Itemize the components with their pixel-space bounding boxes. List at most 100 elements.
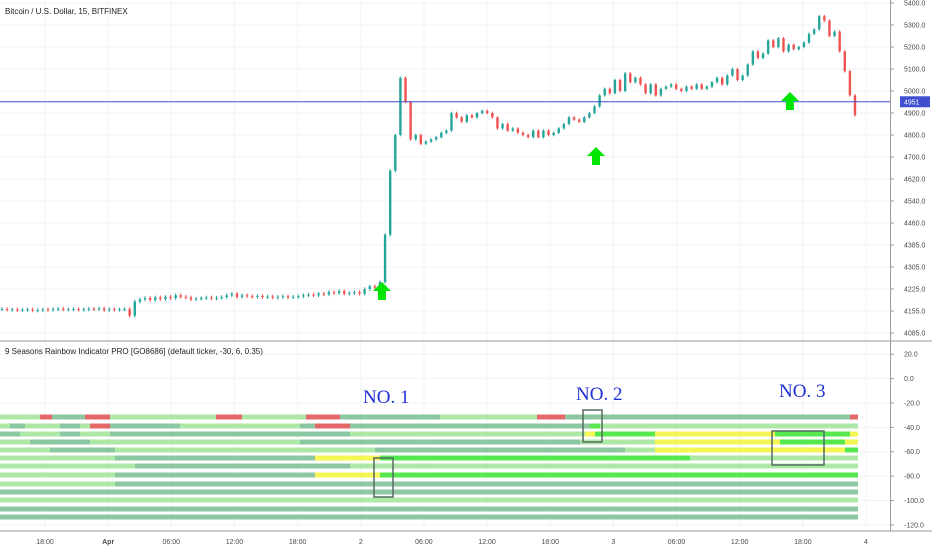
candle-body <box>230 293 234 296</box>
price-series <box>0 14 857 318</box>
candle-body <box>358 292 361 294</box>
candle-body <box>271 296 274 298</box>
candle-body <box>669 84 673 87</box>
candle-body <box>337 291 341 294</box>
price-tick-label: 4800.0 <box>904 133 926 140</box>
indicator-tick-label: 0.0 <box>904 376 914 383</box>
candle-body <box>399 77 402 135</box>
annotation-no1: NO. 1 <box>363 387 409 408</box>
up-arrow-icon <box>587 147 605 165</box>
candle-body <box>16 309 19 311</box>
candle-body <box>577 119 581 122</box>
candle-body <box>521 132 525 135</box>
rainbow-band-segment <box>52 414 85 420</box>
rainbow-band-segment <box>315 423 350 429</box>
candle-body <box>475 113 479 118</box>
price-pane-title: Bitcoin / U.S. Dollar, 15, BITFINEX <box>5 7 128 16</box>
candle-body <box>276 296 280 298</box>
candle-body <box>807 33 811 43</box>
indicator-tick-label: 20.0 <box>904 352 918 359</box>
candle-body <box>179 295 182 297</box>
rainbow-band-segment <box>0 481 115 487</box>
candle-body <box>843 51 846 72</box>
time-tick-label: 18:00 <box>289 539 307 546</box>
candle-body <box>445 130 448 133</box>
candle-body <box>654 84 657 96</box>
candle-body <box>440 132 443 138</box>
time-tick-label: Apr <box>102 539 114 546</box>
candle-body <box>511 128 514 131</box>
candle-body <box>460 117 463 122</box>
candle-body <box>409 102 412 140</box>
candle-body <box>36 310 39 312</box>
candle-body <box>343 291 346 294</box>
rainbow-band-segment <box>10 423 25 429</box>
price-tick-label: 5400.0 <box>904 1 926 8</box>
candle-body <box>659 88 663 96</box>
candle-body <box>746 64 749 76</box>
price-tick-label: 4385.0 <box>904 243 926 250</box>
rainbow-band-segment <box>590 423 600 429</box>
candle-body <box>312 294 315 296</box>
rainbow-band-segment <box>340 414 440 420</box>
rainbow-band-segment <box>0 447 50 453</box>
rainbow-band-segment <box>380 472 858 478</box>
rainbow-band-segment <box>0 414 40 420</box>
time-tick-label: 2 <box>359 539 363 546</box>
candle-body <box>200 298 203 300</box>
rainbow-band-segment <box>90 423 110 429</box>
candle-body <box>194 298 198 300</box>
annotation-no2: NO. 2 <box>576 384 622 405</box>
candle-body <box>11 309 14 311</box>
rainbow-band-segment <box>242 414 306 420</box>
candle-body <box>251 296 254 298</box>
rainbow-band-segment <box>90 439 300 445</box>
candle-body <box>552 132 555 135</box>
candle-body <box>649 84 652 94</box>
candle-body <box>383 234 387 283</box>
candle-body <box>102 308 106 311</box>
candle-body <box>685 86 688 91</box>
candle-body <box>634 77 637 83</box>
candle-body <box>675 84 678 89</box>
candle-body <box>792 44 795 50</box>
candle-body <box>235 293 239 297</box>
candle-body <box>756 51 760 58</box>
indicator-axis: 20.0 0.0 -20.0 -40.0 -60.0 -80.0 -100.0 -120.0 <box>890 352 924 529</box>
candle-body <box>67 309 70 311</box>
rainbow-band-segment <box>650 414 850 420</box>
candle-body <box>424 141 428 144</box>
candle-body <box>470 115 474 118</box>
candle-body <box>629 73 632 83</box>
up-arrow-icon <box>781 92 799 110</box>
rainbow-band-segment <box>110 414 216 420</box>
candle-body <box>404 77 407 102</box>
candle-body <box>368 286 371 289</box>
candle-body <box>31 309 34 311</box>
last-price-label: 4951 <box>904 99 920 106</box>
candle-body <box>215 297 218 299</box>
time-tick-label: 12:00 <box>731 539 749 546</box>
candle-body <box>245 295 249 297</box>
rainbow-band-segment <box>690 455 858 461</box>
candle-body <box>41 309 45 311</box>
rainbow-band-segment <box>115 455 315 461</box>
candle-body <box>532 130 535 138</box>
candle-body <box>542 130 545 138</box>
candle-body <box>547 130 550 135</box>
rainbow-band-segment <box>565 414 650 420</box>
candle-body <box>480 110 484 113</box>
candle-body <box>501 124 504 129</box>
rainbow-band-segment <box>306 414 340 420</box>
candle-body <box>710 82 714 87</box>
rainbow-band-segment <box>115 481 858 487</box>
candle-body <box>113 309 116 311</box>
indicator-tick-label: -80.0 <box>904 474 920 481</box>
rainbow-band-segment <box>216 414 242 420</box>
rainbow-band-segment <box>845 439 858 445</box>
candle-body <box>307 294 310 296</box>
candle-body <box>148 298 152 300</box>
candle-body <box>818 16 821 30</box>
candle-body <box>266 296 269 298</box>
candle-body <box>220 297 223 299</box>
